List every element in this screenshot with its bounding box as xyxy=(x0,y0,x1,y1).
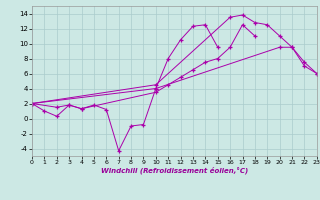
X-axis label: Windchill (Refroidissement éolien,°C): Windchill (Refroidissement éolien,°C) xyxy=(101,167,248,174)
